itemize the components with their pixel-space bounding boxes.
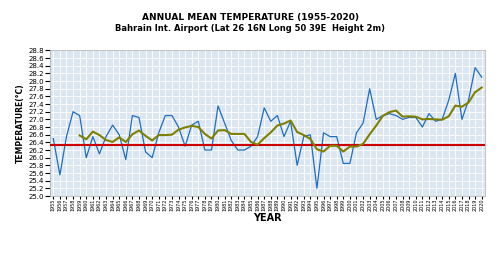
X-axis label: YEAR: YEAR: [253, 213, 282, 223]
Text: Bahrain Int. Airport (Lat 26 16N Long 50 39E  Height 2m): Bahrain Int. Airport (Lat 26 16N Long 50…: [115, 24, 385, 33]
Text: ANNUAL MEAN TEMPERATURE (1955-2020): ANNUAL MEAN TEMPERATURE (1955-2020): [142, 13, 358, 22]
Y-axis label: TEMPERATURE(°C): TEMPERATURE(°C): [16, 83, 26, 163]
